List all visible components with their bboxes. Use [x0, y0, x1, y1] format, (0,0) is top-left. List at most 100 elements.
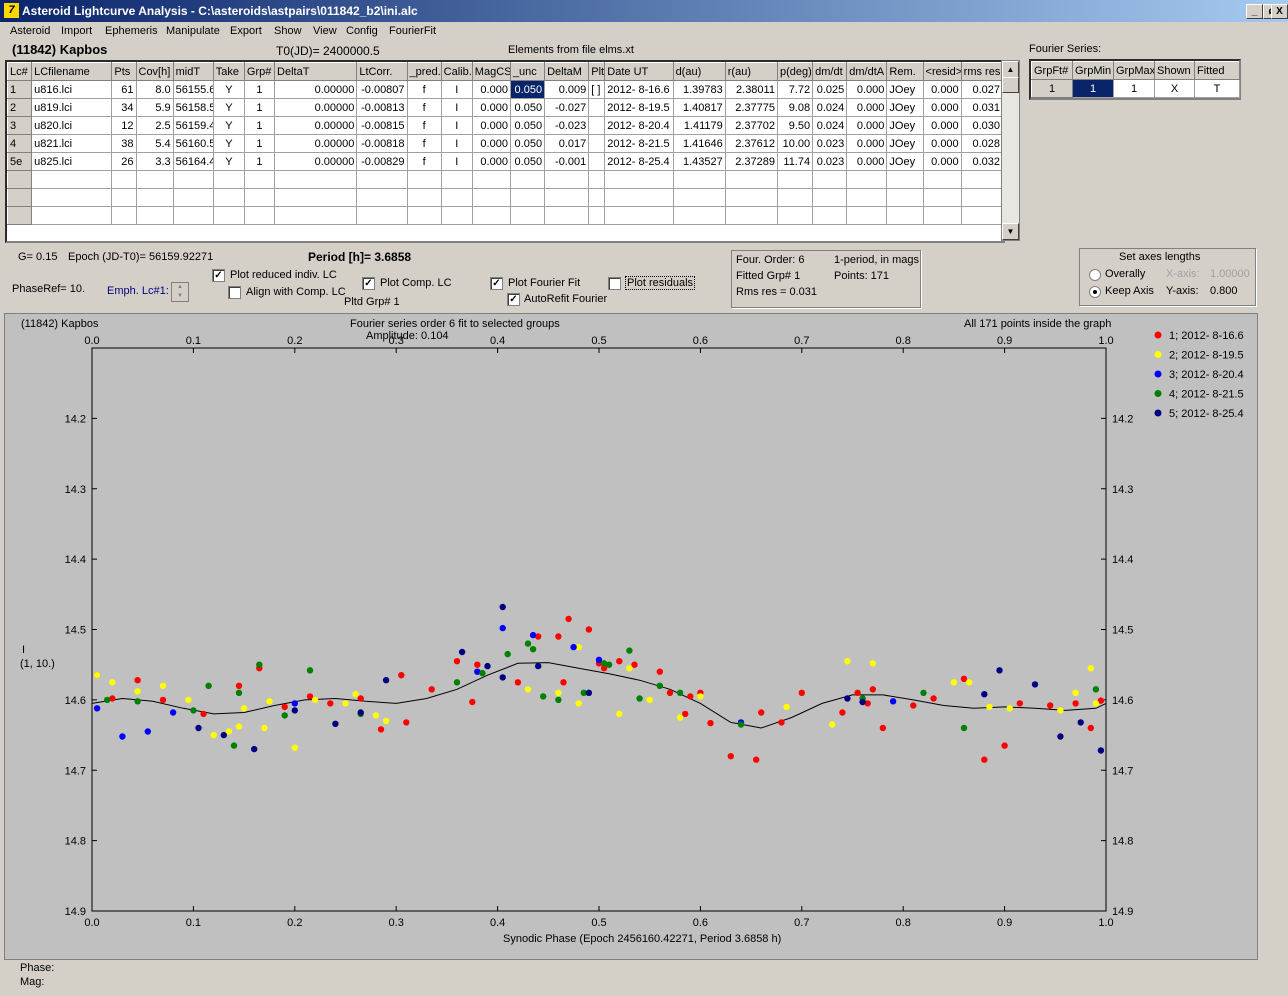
grid-cell[interactable] [509, 188, 546, 207]
grid-cell[interactable]: 1.40817 [672, 98, 726, 117]
grid-cell[interactable]: 2.37702 [724, 116, 778, 135]
plot-fourier-checkbox[interactable]: ✓ [490, 277, 503, 290]
grid-cell[interactable] [274, 188, 358, 207]
grid-cell[interactable] [846, 170, 888, 189]
grid-cell[interactable]: u825.lci [31, 152, 113, 171]
grid-cell[interactable]: 0.000 [471, 98, 511, 117]
grid-row[interactable]: 3 u820.lci 12 2.5 56159.4 Y 1 0.00000 -0.00815 f I… [7, 116, 1003, 135]
grid-cell[interactable]: 61 [111, 80, 137, 99]
grid-cell[interactable] [960, 206, 1003, 225]
grid-row-header[interactable] [7, 188, 33, 207]
grid-cell[interactable] [243, 188, 276, 207]
grid-col-header[interactable]: Rem. [886, 62, 924, 81]
grid-cell[interactable] [31, 170, 113, 189]
scroll-down-icon[interactable]: ▼ [1002, 223, 1019, 240]
grid-cell[interactable] [724, 188, 778, 207]
grid-row-header[interactable]: 1 [7, 80, 33, 99]
grid-cell[interactable] [212, 206, 245, 225]
grid-cell[interactable]: 11.74 [776, 152, 814, 171]
grid-col-header[interactable]: midT [172, 62, 214, 81]
grid-cell[interactable]: 56159.4 [172, 116, 214, 135]
x-axis-value[interactable]: 1.00000 [1210, 268, 1250, 280]
grid-cell[interactable]: JOey [886, 80, 924, 99]
grid-cell[interactable]: 0.000 [922, 98, 962, 117]
grid-col-header[interactable]: Cov[h] [135, 62, 174, 81]
grid-cell[interactable] [212, 188, 245, 207]
grid-cell[interactable] [544, 170, 590, 189]
grid-cell[interactable]: 2.5 [135, 116, 174, 135]
grid-cell[interactable]: -0.00815 [356, 116, 408, 135]
grid-row-header[interactable]: 2 [7, 98, 33, 117]
grid-cell[interactable] [544, 206, 590, 225]
grid-cell[interactable] [440, 206, 473, 225]
grid-cell[interactable]: f [406, 152, 442, 171]
grid-row[interactable]: 5e u825.lci 26 3.3 56164.4 Y 1 0.00000 -0.00829 f… [7, 152, 1003, 171]
grid-col-header[interactable]: MagCS [471, 62, 511, 81]
lightcurve-plot-panel[interactable]: 0.0 0.0 0.1 0.1 0.2 0.2 0.3 0.3 0.4 0.4 0.5 0.5 0.6 0… [4, 313, 1258, 960]
grid-cell[interactable] [776, 188, 814, 207]
grid-cell[interactable] [812, 206, 848, 225]
grid-col-header[interactable]: dm/dt [812, 62, 848, 81]
grid-cell[interactable]: 5.4 [135, 134, 174, 153]
grid-cell[interactable]: 1 [243, 152, 276, 171]
grid-cell[interactable]: 2012- 8-25.4 [604, 152, 674, 171]
fourier-series-grid[interactable]: GrpFt# GrpMin GrpMax Shown Fitted 1 1 1 … [1029, 59, 1241, 100]
grid-cell[interactable]: 26 [111, 152, 137, 171]
grid-row-header[interactable] [7, 206, 33, 225]
grid-cell[interactable] [440, 188, 473, 207]
grid-row-header[interactable]: 4 [7, 134, 33, 153]
grid-cell[interactable]: 2012- 8-16.6 [604, 80, 674, 99]
grid-cell[interactable]: 2012- 8-20.4 [604, 116, 674, 135]
grid-cell[interactable]: -0.001 [544, 152, 590, 171]
grid-cell[interactable]: 0.009 [544, 80, 590, 99]
grid-cell[interactable]: 0.00000 [274, 98, 358, 117]
grid-cell[interactable]: 0.000 [922, 80, 962, 99]
grid-cell[interactable]: 0.000 [471, 152, 511, 171]
spin-up-icon[interactable]: ▲ [177, 284, 183, 290]
grid-cell[interactable] [356, 206, 408, 225]
grid-cell[interactable]: 0.00000 [274, 134, 358, 153]
minimize-button[interactable]: _ [1246, 4, 1263, 19]
menu-export[interactable]: Export [230, 25, 262, 37]
grid-cell[interactable] [135, 170, 174, 189]
grid-cell[interactable] [886, 206, 924, 225]
grid-cell[interactable]: 0.000 [846, 80, 888, 99]
grid-cell[interactable] [135, 188, 174, 207]
grid-cell[interactable]: 0.00000 [274, 152, 358, 171]
grid-cell[interactable]: 0.025 [812, 80, 848, 99]
menu-import[interactable]: Import [61, 25, 93, 37]
grid-row-header[interactable] [7, 170, 33, 189]
grid-scrollbar[interactable]: ▲ ▼ [1001, 60, 1020, 241]
scroll-up-icon[interactable]: ▲ [1002, 61, 1019, 78]
grid-cell[interactable] [588, 134, 606, 153]
overally-radio[interactable] [1089, 269, 1101, 281]
grid-cell[interactable]: 9.50 [776, 116, 814, 135]
grid-cell[interactable]: JOey [886, 152, 924, 171]
grid-cell[interactable] [588, 98, 606, 117]
menu-asteroid[interactable]: Asteroid [10, 25, 51, 37]
grid-cell[interactable]: 0.050 [509, 152, 546, 171]
grid-cell[interactable]: 0.000 [846, 152, 888, 171]
grid-cell[interactable]: 0.000 [471, 134, 511, 153]
menu-config[interactable]: Config [346, 25, 378, 37]
grid-cell[interactable]: 8.0 [135, 80, 174, 99]
grid-cell[interactable]: 56160.5 [172, 134, 214, 153]
grid-cell[interactable] [672, 170, 726, 189]
grid-col-header[interactable]: Grp# [243, 62, 276, 81]
grid-cell[interactable] [886, 170, 924, 189]
grid-cell[interactable]: 0.024 [812, 98, 848, 117]
fs-cell-grpft[interactable]: 1 [1031, 79, 1073, 98]
grid-col-header[interactable]: Take [212, 62, 245, 81]
grid-cell[interactable] [135, 206, 174, 225]
grid-cell[interactable]: 5.9 [135, 98, 174, 117]
grid-cell[interactable]: 1 [243, 134, 276, 153]
grid-cell[interactable] [111, 206, 137, 225]
grid-cell[interactable] [886, 188, 924, 207]
grid-cell[interactable]: 0.00000 [274, 116, 358, 135]
grid-cell[interactable] [672, 188, 726, 207]
grid-col-header[interactable]: Lc# [7, 62, 33, 81]
grid-cell[interactable]: 0.030 [960, 116, 1003, 135]
autorefit-checkbox[interactable]: ✓ [507, 293, 520, 306]
lightcurve-grid[interactable]: Lc# LCfilename Pts Cov[h] midT Take Grp# DeltaT… [5, 60, 1005, 243]
grid-col-header[interactable]: LtCorr. [356, 62, 408, 81]
